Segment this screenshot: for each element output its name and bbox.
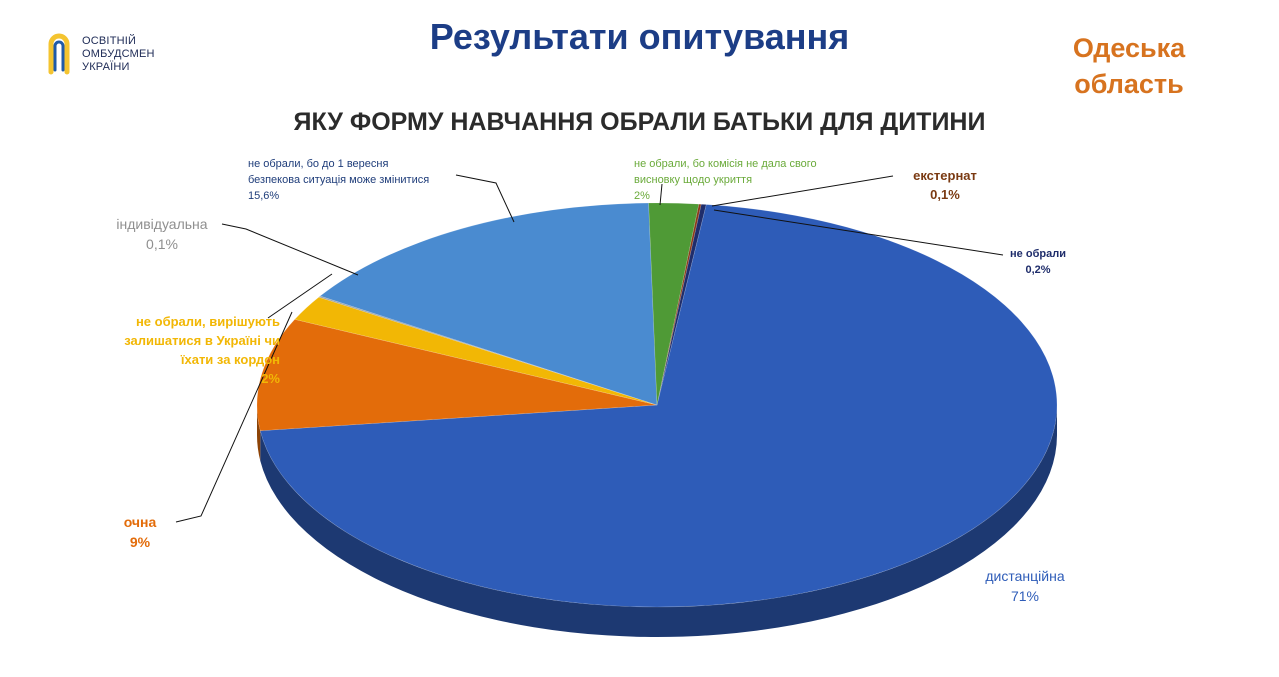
region-line: область — [1074, 69, 1184, 99]
leader-line-4 — [267, 273, 333, 319]
slice-label-text: залишатися в Україні чи — [124, 333, 280, 348]
slice-label: не обрали, бо комісія не дала свого висно… — [634, 156, 874, 204]
slice-label-text: не обрали, бо комісія не дала свого — [634, 158, 817, 170]
slice-label-text: очна — [123, 514, 157, 530]
slice-label: дистанційна 71% — [955, 566, 1095, 606]
region-line: Одеська — [1072, 33, 1186, 63]
pie-slice-4 — [294, 296, 658, 406]
slice-label-text: екстернат — [913, 168, 977, 183]
slice-value-label: 0,1% — [930, 187, 960, 202]
pie-slice-side-3 — [257, 405, 261, 461]
slice-label: не обрали, бо до 1 вересня безпекова ситу… — [248, 156, 488, 204]
logo-line: ОСВІТНІЙ — [82, 34, 137, 47]
slice-label-text: не обрали, бо до 1 вересня — [248, 158, 389, 170]
page-title: Результати опитування — [429, 16, 850, 57]
leader-line-5 — [221, 223, 359, 276]
pie-slice-6 — [319, 202, 658, 406]
slice-value-label: 9% — [129, 534, 151, 550]
leader-line-6 — [455, 174, 515, 223]
ombudsman-logo: ОСВІТНІЙ ОМБУДСМЕН УКРАЇНИ — [44, 30, 155, 78]
slice-label: не обрали, вирішують залишатися в Україні… — [72, 312, 280, 388]
logo-line: ОМБУДСМЕН — [82, 47, 155, 60]
slice-label: очна 9% — [100, 512, 180, 552]
leader-line-1 — [713, 209, 1004, 256]
logo-line: УКРАЇНИ — [82, 60, 130, 73]
slice-label-text: не обрали — [1010, 248, 1066, 260]
slice-value-label: 2% — [634, 190, 650, 202]
leader-line-3 — [175, 311, 293, 523]
slice-label-text: індивідуальна — [116, 216, 208, 232]
slice-value-label: 0,2% — [1025, 264, 1051, 276]
slice-value-label: 15,6% — [248, 190, 280, 202]
logo-text: ОСВІТНІЙ ОМБУДСМЕН УКРАЇНИ — [82, 35, 155, 74]
slice-label-text: дистанційна — [985, 568, 1065, 584]
ombudsman-logo-icon — [48, 33, 70, 75]
pie-slice-7 — [648, 202, 700, 406]
pie-slice-5 — [318, 295, 658, 406]
slice-value-label: 2% — [261, 371, 280, 386]
pie-slice-1 — [656, 203, 707, 406]
slice-label: не обрали 0,2% — [1003, 246, 1073, 278]
slice-label: індивідуальна 0,1% — [92, 214, 232, 254]
leader-line-7 — [659, 183, 663, 206]
slice-label-text: не обрали, вирішують — [135, 314, 280, 329]
region-name: Одеська область — [1049, 30, 1209, 102]
slice-label: екстернат 0,1% — [900, 166, 990, 204]
pie-slice-0 — [656, 203, 702, 406]
pie-slice-3 — [256, 319, 658, 432]
slice-label-text: їхати за кордон — [180, 352, 280, 367]
slice-label-text: безпекова ситуація може змінитися — [248, 174, 430, 186]
slice-value-label: 0,1% — [146, 236, 178, 252]
pie-slice-2 — [259, 204, 1058, 608]
chart-title: ЯКУ ФОРМУ НАВЧАННЯ ОБРАЛИ БАТЬКИ ДЛЯ ДИТ… — [293, 108, 986, 136]
slice-label-text: висновку щодо укриття — [634, 174, 753, 186]
leader-line-0 — [711, 175, 894, 207]
slice-value-label: 71% — [1010, 588, 1040, 604]
